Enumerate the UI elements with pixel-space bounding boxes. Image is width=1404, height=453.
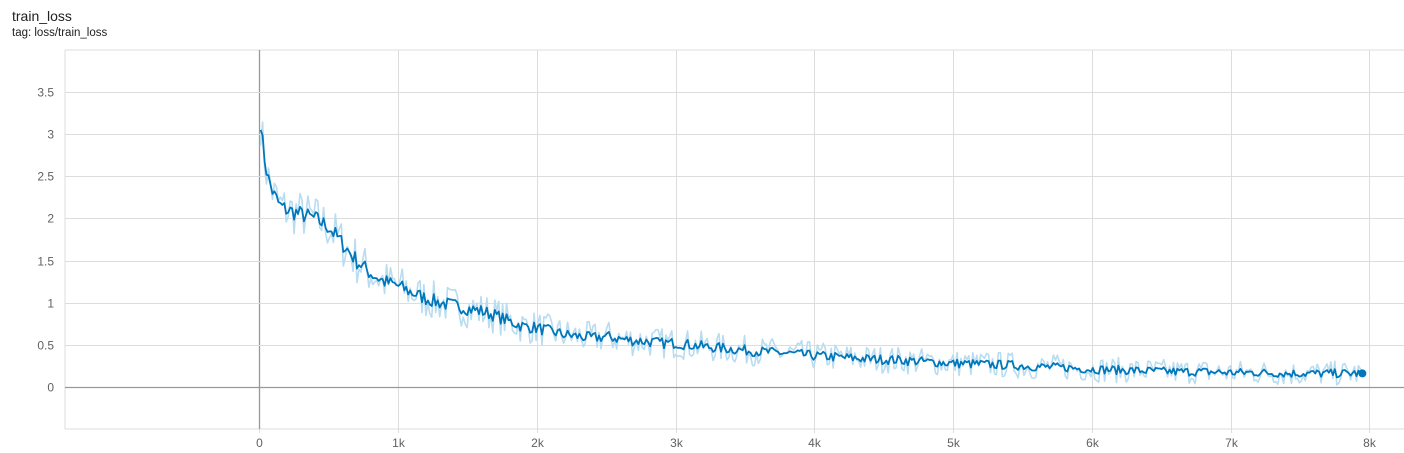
y-tick-label: 3: [47, 128, 54, 142]
y-tick-label: 1: [47, 297, 54, 311]
y-tick-label: 2: [47, 212, 54, 226]
y-tick-label: 2.5: [37, 170, 54, 184]
y-tick-label: 0.5: [37, 339, 54, 353]
x-tick-label: 7k: [1225, 436, 1239, 450]
x-tick-label: 6k: [1086, 436, 1100, 450]
y-tick-label: 0: [47, 381, 54, 395]
x-tick-label: 0: [256, 436, 263, 450]
y-tick-label: 1.5: [37, 255, 54, 269]
x-tick-label: 4k: [808, 436, 822, 450]
last-value-point: [1358, 369, 1367, 378]
x-tick-label: 8k: [1363, 436, 1377, 450]
chart-title: train_loss: [12, 8, 72, 24]
x-tick-label: 1k: [392, 436, 406, 450]
chart-header: train_loss tag: loss/train_loss: [12, 8, 107, 41]
x-tick-label: 3k: [670, 436, 684, 450]
y-tick-label: 3.5: [37, 86, 54, 100]
smoothed-loss-line: [259, 129, 1363, 379]
chart-tag: tag: loss/train_loss: [12, 27, 108, 39]
x-tick-label: 2k: [531, 436, 545, 450]
x-tick-label: 5k: [947, 436, 961, 450]
